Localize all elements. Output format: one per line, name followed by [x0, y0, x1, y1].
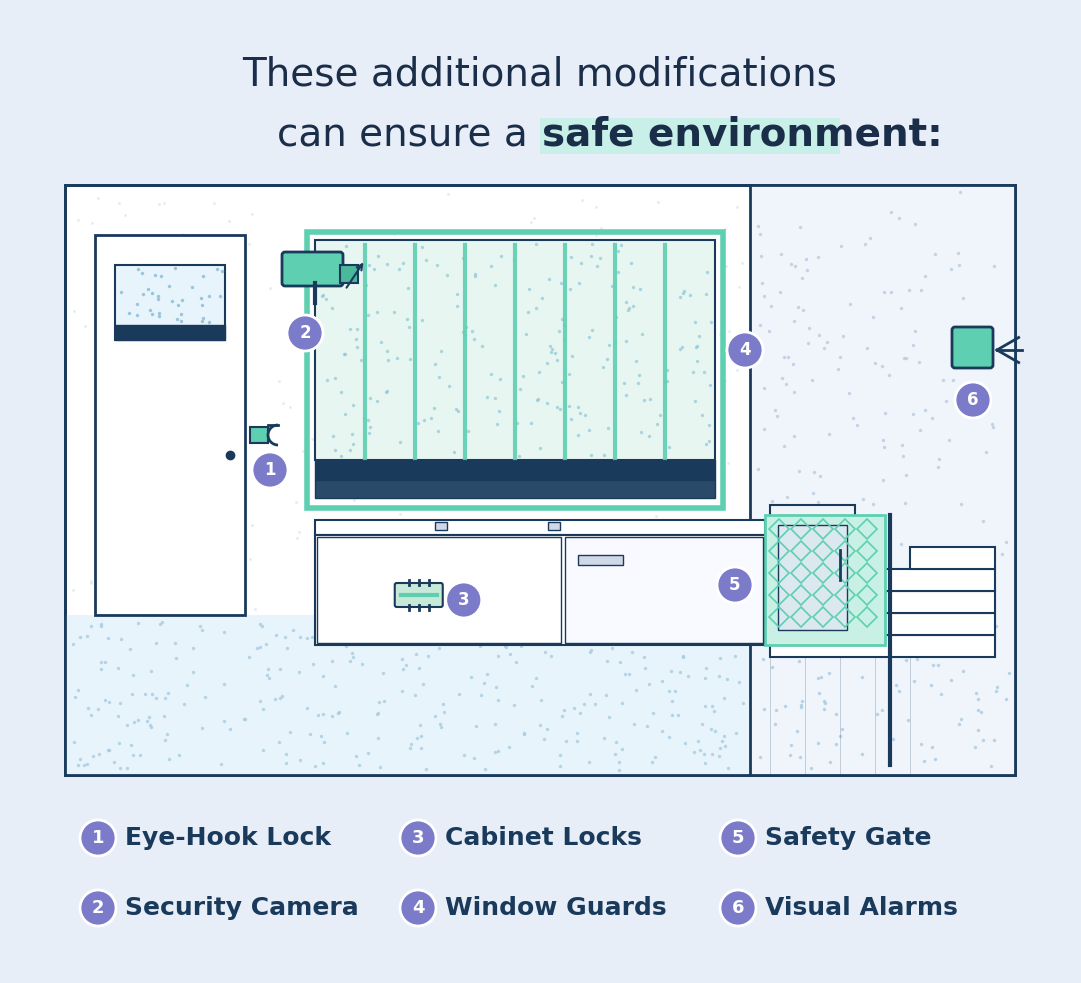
Bar: [875, 569, 995, 591]
Bar: [770, 635, 995, 657]
Bar: [95, 235, 245, 615]
Circle shape: [286, 315, 323, 351]
Circle shape: [728, 332, 763, 368]
Bar: [778, 525, 848, 630]
Bar: [315, 460, 715, 480]
Circle shape: [717, 567, 753, 603]
Text: These additional modifications: These additional modifications: [242, 56, 838, 94]
Text: 3: 3: [458, 591, 469, 609]
Circle shape: [445, 582, 482, 618]
Bar: [770, 505, 855, 645]
Bar: [910, 547, 995, 569]
Text: 6: 6: [967, 391, 978, 409]
Circle shape: [720, 890, 756, 926]
Circle shape: [720, 820, 756, 856]
Bar: [577, 555, 623, 565]
Bar: [315, 535, 765, 645]
FancyBboxPatch shape: [952, 327, 993, 368]
Text: Window Guards: Window Guards: [445, 896, 667, 920]
Text: 1: 1: [264, 461, 276, 479]
Bar: [805, 613, 995, 635]
Circle shape: [80, 890, 116, 926]
Bar: [547, 522, 560, 530]
Text: 3: 3: [412, 829, 424, 847]
Circle shape: [400, 820, 436, 856]
Bar: [435, 522, 448, 530]
Text: 6: 6: [732, 899, 744, 917]
Bar: [341, 265, 358, 283]
Text: can ensure a: can ensure a: [277, 116, 540, 154]
Bar: [307, 232, 723, 508]
Bar: [315, 240, 715, 460]
Text: Security Camera: Security Camera: [125, 896, 359, 920]
Bar: [750, 185, 1015, 775]
Bar: [317, 537, 561, 643]
Bar: [65, 615, 750, 775]
Bar: [315, 520, 765, 535]
Bar: [115, 325, 225, 340]
Circle shape: [955, 382, 991, 418]
Bar: [840, 591, 995, 613]
Text: 2: 2: [92, 899, 104, 917]
Bar: [315, 480, 715, 498]
Bar: [115, 265, 225, 340]
Text: Visual Alarms: Visual Alarms: [765, 896, 958, 920]
Circle shape: [252, 452, 288, 488]
FancyBboxPatch shape: [395, 583, 443, 607]
Text: 5: 5: [732, 829, 744, 847]
Bar: [250, 427, 268, 443]
Circle shape: [80, 820, 116, 856]
Text: 4: 4: [412, 899, 424, 917]
Text: 2: 2: [299, 324, 311, 342]
Text: 1: 1: [92, 829, 104, 847]
Text: safe environment:: safe environment:: [542, 116, 943, 154]
Bar: [65, 185, 1015, 775]
Bar: [765, 515, 885, 645]
FancyBboxPatch shape: [282, 252, 343, 286]
Text: Eye-Hook Lock: Eye-Hook Lock: [125, 826, 331, 850]
Text: 5: 5: [730, 576, 740, 594]
FancyBboxPatch shape: [65, 185, 1015, 775]
FancyBboxPatch shape: [540, 118, 840, 154]
Bar: [564, 537, 763, 643]
Text: Safety Gate: Safety Gate: [765, 826, 932, 850]
Text: 4: 4: [739, 341, 751, 359]
Circle shape: [400, 890, 436, 926]
Text: Cabinet Locks: Cabinet Locks: [445, 826, 642, 850]
